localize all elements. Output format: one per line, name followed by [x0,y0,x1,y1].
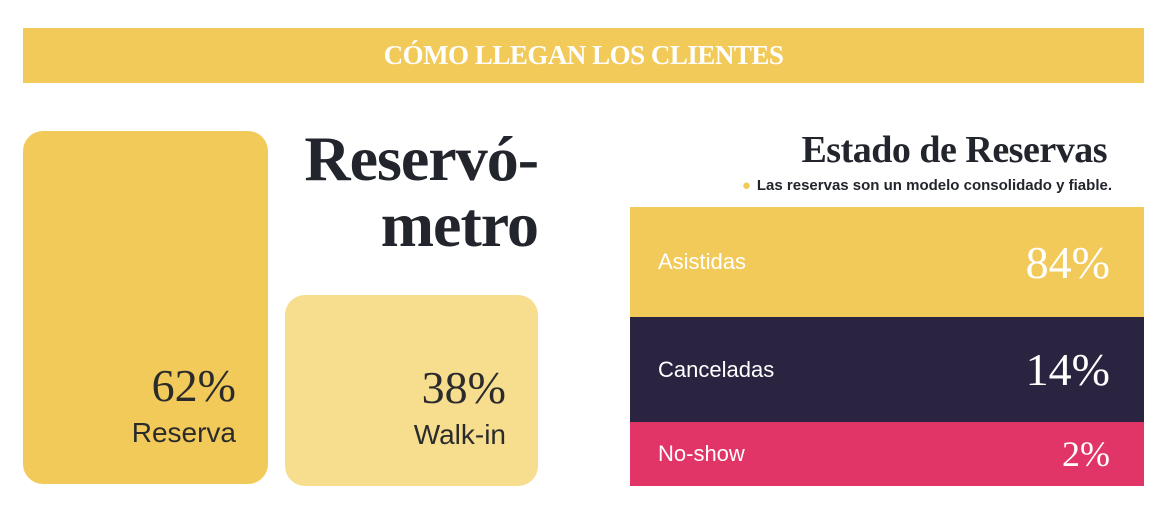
subtitle-text: Las reservas son un modelo consolidado y… [756,177,1112,194]
reserva-value: 62% [151,360,236,411]
walkin-card: 38% Walk-in [285,295,538,486]
title-line-2: metro [380,189,539,260]
status-row-canceladas: Canceladas 14% [630,317,1144,422]
reserva-label: Reserva [131,417,236,448]
section-banner: CÓMO LLEGAN LOS CLIENTES [23,28,1144,83]
status-title: Estado de Reservas [801,129,1107,171]
row-value: 14% [1025,344,1110,395]
row-label: Asistidas [658,249,747,274]
row-value: 2% [1062,434,1110,474]
row-label: No-show [658,441,745,466]
walkin-label: Walk-in [413,419,506,450]
row-value: 84% [1025,236,1110,288]
status-subtitle: ● Las reservas son un modelo consolidado … [742,177,1112,194]
status-row-asistidas: Asistidas 84% [630,207,1144,317]
banner-title: CÓMO LLEGAN LOS CLIENTES [383,40,784,70]
status-row-noshow: No-show 2% [630,422,1144,486]
walkin-value: 38% [421,362,506,413]
lightbulb-icon: ● [741,177,751,194]
row-label: Canceladas [658,356,775,382]
reserva-card: 62% Reserva [23,131,268,484]
reservometro-title: Reservó- metro [304,123,539,260]
title-line-1: Reservó- [304,123,539,194]
